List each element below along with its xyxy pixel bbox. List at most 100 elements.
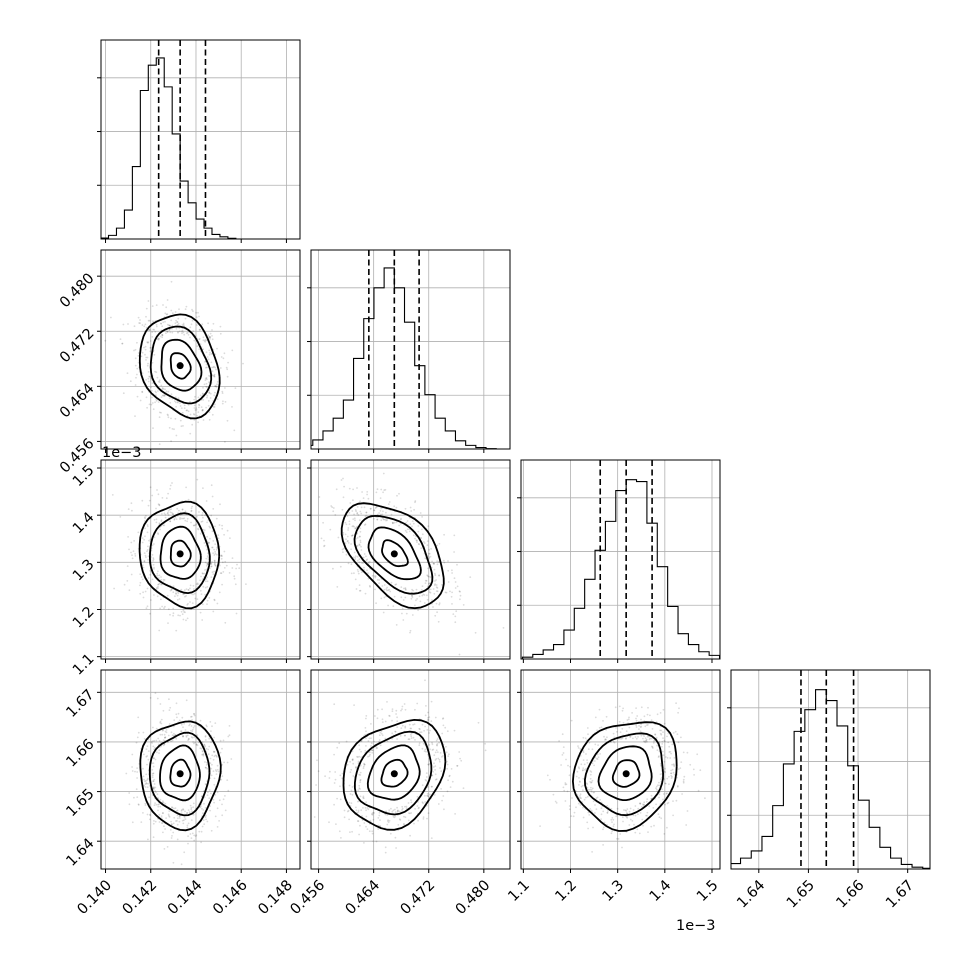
scatter-point [593,791,596,794]
scatter-point [159,733,162,736]
scatter-point [394,815,397,817]
scatter-point [140,821,143,823]
scatter-point [660,733,663,736]
scatter-point [380,488,383,491]
histogram-step [731,689,930,869]
scatter-point [209,338,211,340]
scatter-point [178,820,181,823]
scatter-point [166,313,169,316]
scatter-point [146,763,148,766]
scatter-point [174,417,177,420]
scatter-point [353,572,355,575]
scatter-point [387,819,389,821]
scatter-point [579,796,582,799]
scatter-point [355,806,357,809]
scatter-point [375,746,378,748]
scatter-point [202,812,204,815]
scatter-point [421,801,424,804]
scatter-point [213,374,216,377]
scatter-point [211,561,213,563]
scatter-point [351,758,354,761]
scatter-point [193,834,196,837]
scatter-point [666,826,668,829]
scatter-point [363,842,365,844]
scatter-point [580,785,583,788]
scatter-point [149,340,152,342]
scatter-point [388,715,391,717]
scatter-point [184,810,186,813]
scatter-point [428,716,431,718]
scatter-point [203,823,206,826]
scatter-point [381,585,384,587]
scatter-point [174,322,177,325]
scatter-point [164,730,167,733]
scatter-point [359,530,362,533]
scatter-point [146,777,149,780]
scatter-point [645,739,648,742]
scatter-point [368,830,371,833]
scatter-point [192,802,195,805]
scatter-point [144,783,147,786]
scatter-point [360,756,362,759]
scatter-point [159,582,161,585]
scatter-point [191,602,194,604]
scatter-point [158,749,161,751]
scatter-point [434,751,437,754]
scatter-point [186,520,189,523]
scatter-point [343,809,346,812]
scatter-point [369,753,371,756]
scatter-point [162,578,165,581]
scatter-point [208,797,211,799]
contour-level-1.5 [583,732,665,817]
scatter-point [661,745,663,748]
scatter-point [186,617,189,620]
scatter-point [143,560,146,563]
scatter-point [428,588,431,591]
scatter-point [625,730,628,733]
scatter-point [179,518,181,520]
scatter-point [152,408,155,411]
scatter-point [416,598,418,600]
scatter-point [356,555,359,558]
scatter-point [189,804,192,807]
scatter-point [171,327,173,330]
scatter-point [442,717,445,719]
scatter-point [378,811,381,814]
scatter-point [161,334,164,336]
scatter-point [185,588,188,590]
scatter-point [218,564,221,567]
scatter-point [443,533,445,536]
scatter-point [449,590,451,593]
scatter-point [395,583,398,586]
scatter-point [395,624,398,626]
scatter-point [177,401,179,404]
scatter-point [212,552,215,554]
scatter-point [221,390,224,393]
scatter-point [643,740,646,743]
scatter-point [654,733,656,736]
scatter-point [372,840,375,843]
scatter-point [206,820,209,823]
scatter-point [367,561,370,564]
scatter-point [653,824,655,827]
scatter-point [224,441,226,443]
scatter-point [226,761,229,764]
scatter-point [640,734,643,737]
scatter-point [585,767,587,770]
scatter-point [362,562,365,564]
scatter-point [365,737,367,740]
scatter-point [199,719,202,722]
scatter-point [661,740,664,743]
scatter-point [195,743,198,746]
x-tick-label: 1.66 [834,877,868,911]
scatter-point [218,820,221,822]
scatter-point [198,338,201,340]
scatter-point [203,802,205,805]
scatter-point [177,817,179,820]
scatter-point [205,339,208,342]
scatter-point [213,406,216,408]
scatter-point [349,502,352,504]
scatter-point [146,587,149,590]
scatter-point [596,758,599,760]
scatter-point [176,321,179,323]
